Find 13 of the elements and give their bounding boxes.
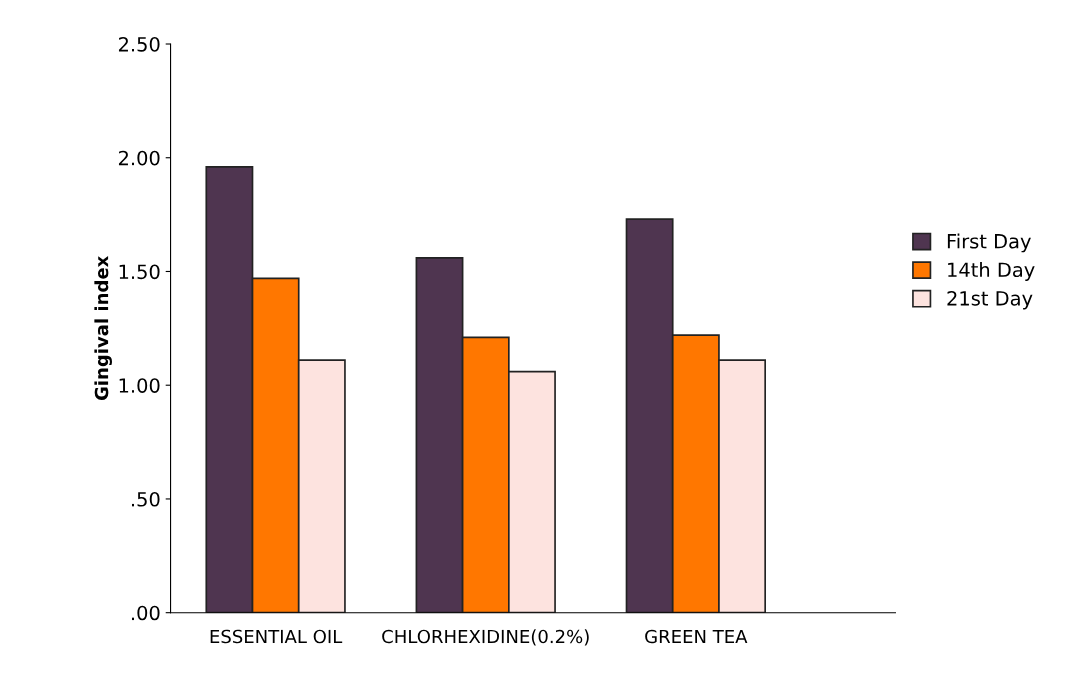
y-tick-label: .50	[131, 491, 160, 507]
x-tick-label: CHLORHEXIDINE(0.2%)	[382, 629, 589, 646]
legend-label: 14th Day	[948, 262, 1035, 281]
y-tick-label: 1.50	[119, 264, 160, 280]
y-axis-title: Gingival index	[94, 255, 112, 401]
x-tick-label: GREEN TEA	[645, 629, 748, 644]
y-tick-label: 2.00	[118, 150, 160, 166]
x-tick-label: ESSENTIAL OIL	[210, 629, 343, 644]
y-tick-label: .00	[131, 605, 160, 621]
legend-label: First Day	[947, 233, 1031, 253]
legend-label: 21st Day	[947, 290, 1033, 310]
y-tick-label: 2.50	[118, 36, 160, 52]
y-tick-label: 1.00	[119, 378, 160, 393]
